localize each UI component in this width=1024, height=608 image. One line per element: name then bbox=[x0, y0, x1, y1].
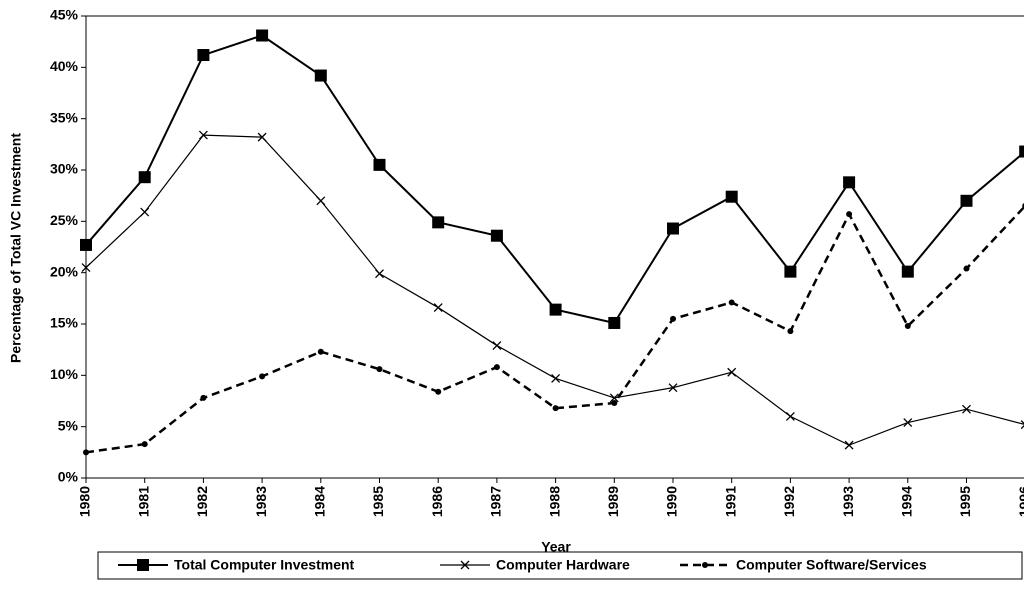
series-marker bbox=[1020, 420, 1024, 430]
series-marker bbox=[962, 404, 971, 414]
series-marker bbox=[611, 400, 618, 407]
series-marker bbox=[549, 303, 562, 316]
series-marker bbox=[903, 418, 913, 428]
legend-marker bbox=[702, 562, 708, 568]
x-axis-title: Year bbox=[541, 539, 571, 555]
series-marker bbox=[259, 373, 266, 380]
y-tick-label: 0% bbox=[58, 469, 79, 485]
series-marker bbox=[198, 130, 208, 140]
x-tick-label: 1986 bbox=[429, 486, 445, 517]
y-axis-title: Percentage of Total VC Investment bbox=[8, 133, 24, 363]
series-marker bbox=[256, 29, 269, 42]
series-marker bbox=[728, 299, 735, 306]
series-marker bbox=[609, 393, 619, 403]
x-tick-label: 1985 bbox=[370, 486, 386, 517]
y-tick-label: 30% bbox=[50, 161, 79, 177]
series-line bbox=[85, 134, 1024, 446]
y-tick-label: 35% bbox=[50, 109, 79, 125]
series-marker bbox=[552, 405, 559, 412]
series-marker bbox=[140, 207, 150, 217]
series-marker bbox=[257, 132, 267, 142]
series-marker bbox=[200, 394, 207, 401]
series-line bbox=[85, 34, 1024, 325]
y-tick-label: 5% bbox=[58, 417, 79, 433]
x-tick-label: 1984 bbox=[312, 486, 328, 517]
y-tick-label: 40% bbox=[50, 58, 79, 74]
series-marker bbox=[490, 229, 503, 242]
legend-marker bbox=[460, 560, 470, 570]
series-marker bbox=[197, 49, 210, 62]
series-marker bbox=[844, 440, 854, 450]
y-tick-label: 20% bbox=[50, 263, 79, 279]
series-marker bbox=[901, 265, 914, 278]
series-marker bbox=[787, 328, 794, 335]
series-marker bbox=[433, 303, 443, 313]
series-marker bbox=[83, 449, 89, 456]
series-marker bbox=[316, 196, 326, 206]
x-tick-label: 1991 bbox=[722, 486, 738, 517]
x-tick-label: 1983 bbox=[253, 486, 269, 517]
series-line bbox=[85, 205, 1024, 454]
series-marker bbox=[375, 269, 384, 279]
series-marker bbox=[904, 323, 911, 330]
series-marker bbox=[843, 176, 856, 189]
x-tick-label: 1993 bbox=[840, 486, 856, 517]
series-marker bbox=[725, 190, 738, 203]
series-marker bbox=[81, 263, 91, 272]
x-tick-label: 1989 bbox=[605, 486, 621, 517]
series-marker bbox=[963, 265, 970, 272]
x-tick-label: 1995 bbox=[957, 486, 973, 517]
series-marker bbox=[317, 348, 324, 355]
series-marker bbox=[376, 366, 383, 373]
series-marker bbox=[727, 367, 737, 377]
legend-label: Computer Software/Services bbox=[736, 557, 927, 573]
series-marker bbox=[668, 383, 678, 393]
y-tick-label: 15% bbox=[50, 315, 79, 331]
x-tick-label: 1990 bbox=[664, 486, 680, 517]
series-marker bbox=[667, 222, 679, 235]
x-tick-label: 1996 bbox=[1016, 486, 1024, 517]
x-tick-label: 1988 bbox=[546, 486, 562, 517]
x-tick-label: 1980 bbox=[77, 486, 93, 517]
series-marker bbox=[670, 315, 676, 322]
series-marker bbox=[492, 341, 502, 351]
legend-label: Total Computer Investment bbox=[174, 557, 355, 573]
series-marker bbox=[1019, 145, 1024, 158]
x-tick-label: 1987 bbox=[488, 486, 504, 517]
series-marker bbox=[493, 364, 500, 371]
series-marker bbox=[785, 411, 795, 421]
series-marker bbox=[784, 265, 797, 278]
series-marker bbox=[80, 238, 92, 251]
legend-label: Computer Hardware bbox=[496, 557, 630, 573]
series-marker bbox=[846, 211, 853, 218]
legend-box bbox=[97, 551, 1023, 580]
y-tick-label: 10% bbox=[50, 366, 79, 382]
x-tick-label: 1981 bbox=[135, 486, 151, 517]
series-marker bbox=[432, 216, 445, 229]
series-marker bbox=[141, 441, 148, 448]
y-tick-label: 45% bbox=[50, 7, 79, 23]
series-marker bbox=[608, 316, 621, 329]
x-tick-label: 1982 bbox=[194, 486, 210, 517]
x-tick-label: 1994 bbox=[899, 486, 915, 517]
series-marker bbox=[435, 388, 442, 395]
series-marker bbox=[373, 158, 386, 171]
series-marker bbox=[960, 194, 973, 207]
x-tick-label: 1992 bbox=[781, 486, 797, 517]
series-marker bbox=[138, 171, 151, 184]
series-marker bbox=[314, 69, 327, 82]
legend-marker bbox=[137, 559, 149, 571]
series-marker bbox=[551, 373, 561, 383]
y-tick-label: 25% bbox=[50, 212, 79, 228]
